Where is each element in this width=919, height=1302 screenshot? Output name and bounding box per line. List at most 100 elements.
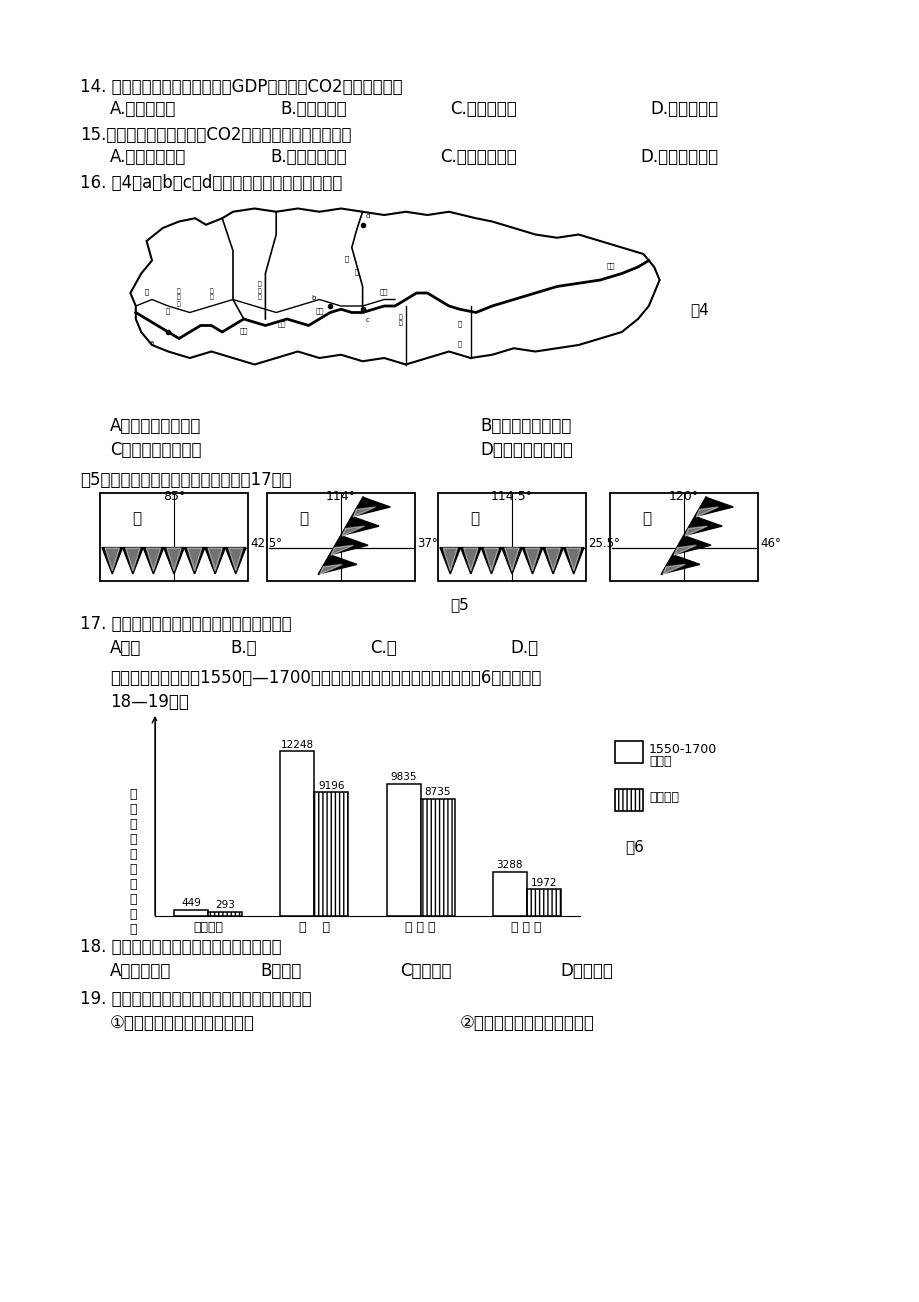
Text: 冰
川
面
积
（
平
方
千
米
）: 冰 川 面 积 （ 平 方 千 米 ） (129, 788, 137, 936)
Bar (527, 889, 560, 917)
Text: 年面积: 年面积 (648, 755, 671, 768)
Text: 赣: 赣 (457, 320, 461, 327)
Text: 武汉: 武汉 (380, 288, 388, 294)
Polygon shape (164, 548, 184, 574)
Polygon shape (481, 548, 501, 574)
Text: B．位于平原分布区: B．位于平原分布区 (480, 417, 571, 435)
Polygon shape (522, 548, 542, 574)
Polygon shape (102, 548, 122, 574)
Text: c: c (366, 318, 369, 323)
Polygon shape (187, 548, 201, 572)
Text: 图5: 图5 (450, 598, 469, 612)
Text: D.丁: D.丁 (509, 639, 538, 658)
Text: C.煮炭消耗量大: C.煮炭消耗量大 (439, 148, 516, 165)
Text: D.第三产业发达: D.第三产业发达 (640, 148, 718, 165)
Text: 19. 我国西北山系现有冰川面积大幅缩减的原因有: 19. 我国西北山系现有冰川面积大幅缩减的原因有 (80, 990, 312, 1008)
Text: ①酸性气体的大量排放导致酸雨: ①酸性气体的大量排放导致酸雨 (110, 1014, 255, 1032)
Polygon shape (545, 548, 560, 572)
Text: A．位于河流交汇处: A．位于河流交汇处 (110, 417, 201, 435)
Bar (174, 910, 208, 917)
Text: 宜宾: 宜宾 (239, 327, 248, 333)
Text: 85°: 85° (163, 490, 185, 503)
Polygon shape (542, 548, 562, 574)
Text: C．位于城市密布区: C．位于城市密布区 (110, 441, 201, 460)
Text: D．位于阶梯交界处: D．位于阶梯交界处 (480, 441, 573, 460)
Text: A.上海、天津: A.上海、天津 (110, 100, 176, 118)
Text: C．昆仑山: C．昆仑山 (400, 962, 451, 980)
Polygon shape (166, 548, 181, 572)
Text: 37°: 37° (416, 536, 437, 549)
Polygon shape (126, 548, 140, 572)
Text: 9835: 9835 (390, 772, 416, 783)
Text: A．阿尔泰山: A．阿尔泰山 (110, 962, 171, 980)
Polygon shape (505, 548, 518, 572)
Polygon shape (501, 548, 522, 574)
Text: 江: 江 (355, 268, 359, 275)
Polygon shape (525, 548, 539, 572)
Bar (437, 493, 585, 581)
Text: 图4: 图4 (689, 302, 708, 316)
Text: 42.5°: 42.5° (250, 536, 282, 549)
Text: 1550-1700: 1550-1700 (648, 743, 717, 756)
Text: 重庆: 重庆 (277, 320, 286, 327)
Polygon shape (685, 526, 707, 536)
Polygon shape (330, 535, 368, 555)
Text: B.交通设施落后: B.交通设施落后 (269, 148, 346, 165)
Text: B．天山: B．天山 (260, 962, 301, 980)
Polygon shape (673, 546, 696, 556)
Text: 大
渡
河: 大 渡 河 (177, 288, 181, 307)
Bar (420, 798, 454, 917)
Polygon shape (342, 526, 364, 536)
Text: 25.5°: 25.5° (587, 536, 619, 549)
Polygon shape (443, 548, 457, 572)
Text: D．祗连山: D．祗连山 (560, 962, 612, 980)
Text: 3288: 3288 (496, 861, 522, 870)
Bar (314, 793, 348, 917)
Text: 14. 与全国人均水平相比，人均GDP高、人均CO2排放量低的是: 14. 与全国人均水平相比，人均GDP高、人均CO2排放量低的是 (80, 78, 403, 96)
Text: 湘
江: 湘 江 (398, 314, 402, 327)
Text: 16. 图4中a、b、c、d四处水电站分布的共同特点是: 16. 图4中a、b、c、d四处水电站分布的共同特点是 (80, 174, 342, 191)
Text: 宜昌: 宜昌 (315, 307, 323, 314)
Text: 乙: 乙 (299, 510, 308, 526)
Text: 金: 金 (144, 288, 149, 294)
Polygon shape (228, 548, 243, 572)
Text: 图5为我国四座重要山脉，读图完成第17题。: 图5为我国四座重要山脉，读图完成第17题。 (80, 471, 291, 490)
Bar (280, 751, 314, 917)
Bar (386, 784, 420, 917)
Text: 15.山西、内蒙古两地人均CO2排放量高，其主要原因是: 15.山西、内蒙古两地人均CO2排放量高，其主要原因是 (80, 126, 351, 145)
Polygon shape (341, 517, 379, 535)
Text: 上海: 上海 (607, 262, 615, 268)
Text: 岷
江: 岷 江 (210, 289, 213, 301)
Text: D.辽宁、山东: D.辽宁、山东 (650, 100, 718, 118)
Text: 8735: 8735 (424, 786, 450, 797)
Text: b: b (312, 294, 316, 301)
Text: 汉: 汉 (344, 255, 348, 262)
Bar (267, 493, 414, 581)
Polygon shape (661, 555, 699, 574)
Text: 120°: 120° (668, 490, 698, 503)
Polygon shape (122, 548, 143, 574)
Text: C.丙: C.丙 (369, 639, 396, 658)
Polygon shape (460, 548, 481, 574)
Polygon shape (208, 548, 222, 572)
Text: a: a (150, 340, 154, 346)
Polygon shape (143, 548, 164, 574)
Text: 丁: 丁 (641, 510, 651, 526)
Polygon shape (353, 506, 375, 517)
Text: 沙: 沙 (166, 307, 170, 314)
Text: ②农业生产发展大量引水灌溉: ②农业生产发展大量引水灌溉 (460, 1014, 595, 1032)
Bar (609, 493, 757, 581)
Text: 46°: 46° (759, 536, 780, 549)
Bar (614, 741, 642, 763)
Text: d: d (366, 214, 369, 219)
Text: 甲: 甲 (132, 510, 142, 526)
Polygon shape (105, 548, 119, 572)
Polygon shape (320, 564, 342, 574)
Polygon shape (566, 548, 580, 572)
Bar (100, 493, 248, 581)
Text: 18—19题。: 18—19题。 (110, 693, 188, 711)
Polygon shape (331, 546, 353, 556)
Text: 17. 属于我国季风区与非季风区界线的山脉为: 17. 属于我国季风区与非季风区界线的山脉为 (80, 615, 291, 633)
Polygon shape (319, 555, 357, 574)
Text: A．甲: A．甲 (110, 639, 142, 658)
